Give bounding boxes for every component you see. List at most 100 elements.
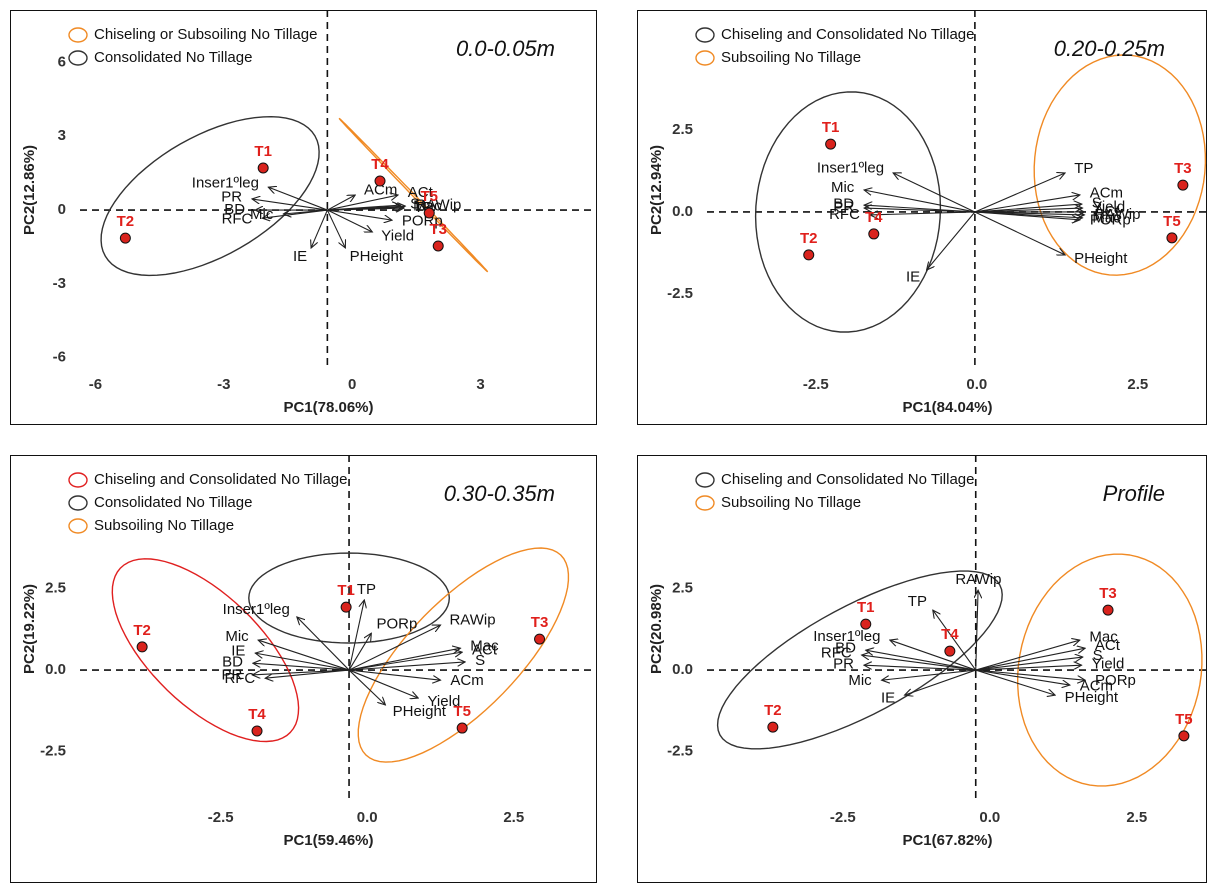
legend-swatch bbox=[68, 495, 88, 511]
legend-swatch bbox=[68, 50, 88, 66]
loading-arrow bbox=[348, 669, 385, 705]
score-point bbox=[340, 601, 352, 613]
panel-border bbox=[637, 10, 1207, 425]
loading-label: IE bbox=[231, 642, 245, 659]
legend-label: Chiseling and Consolidated No Tillage bbox=[721, 26, 975, 43]
loading-label: Yield bbox=[1092, 199, 1125, 216]
point-label: T5 bbox=[1175, 711, 1193, 728]
legend-label: Chiseling and Consolidated No Tillage bbox=[94, 471, 348, 488]
loading-label: IE bbox=[881, 689, 895, 706]
loading-arrow bbox=[311, 209, 328, 248]
loading-label: PR bbox=[833, 656, 854, 673]
loading-arrow bbox=[975, 640, 1080, 671]
y-tick-label: 2.5 bbox=[672, 121, 693, 138]
point-label: T4 bbox=[248, 706, 266, 723]
loading-arrow bbox=[253, 663, 350, 671]
loading-label: Mic bbox=[225, 628, 249, 645]
loading-label: Mac bbox=[470, 637, 499, 654]
loading-arrow bbox=[976, 590, 978, 671]
score-point bbox=[860, 618, 872, 630]
loading-label: S bbox=[475, 652, 485, 669]
loading-arrow bbox=[252, 199, 328, 211]
loading-label: S bbox=[1092, 194, 1102, 211]
loading-arrow bbox=[933, 610, 977, 671]
loading-label: RFC bbox=[829, 206, 860, 223]
loading-label: ACt bbox=[408, 184, 434, 201]
panel: -2.5 0.0 2.5 -2.5 0.0 2.5 PC1(67.82%) PC2(20.98… bbox=[637, 455, 1207, 883]
legend-label: Chiseling and Consolidated No Tillage bbox=[721, 471, 975, 488]
loading-arrow bbox=[862, 655, 976, 671]
loading-arrow bbox=[974, 195, 1080, 213]
y-tick-label: -2.5 bbox=[667, 285, 693, 302]
panel-subtitle: Profile bbox=[1103, 481, 1165, 506]
loading-arrow bbox=[927, 211, 976, 270]
point-label: T3 bbox=[1174, 160, 1192, 177]
point-label: T1 bbox=[822, 119, 840, 136]
loading-label: ACm bbox=[364, 181, 397, 198]
loading-arrow bbox=[258, 640, 350, 671]
panel-subtitle: 0.30-0.35m bbox=[444, 481, 555, 506]
loading-label: PR bbox=[833, 199, 854, 216]
loading-label: RAWip bbox=[955, 571, 1001, 588]
y-tick-label: 0.0 bbox=[672, 203, 693, 220]
loading-arrow bbox=[975, 669, 1085, 680]
loading-arrow bbox=[864, 190, 975, 213]
y-tick-label: 6 bbox=[58, 53, 66, 70]
y-tick-label: 0 bbox=[58, 201, 66, 218]
loading-arrow bbox=[974, 173, 1065, 213]
loading-arrow bbox=[327, 195, 355, 211]
loading-arrow bbox=[327, 195, 398, 211]
x-tick-label: 0 bbox=[348, 376, 356, 393]
loading-label: Mic bbox=[250, 206, 274, 223]
loading-arrow bbox=[974, 208, 1083, 213]
loading-label: ACt bbox=[472, 642, 498, 659]
loading-label: PR bbox=[221, 188, 242, 205]
loading-arrow bbox=[866, 650, 976, 671]
loading-arrow bbox=[870, 212, 975, 215]
panel-subtitle: 0.0-0.05m bbox=[456, 36, 555, 61]
loading-label: RFC bbox=[821, 645, 852, 662]
loading-arrow bbox=[348, 669, 418, 698]
loading-label: ACm bbox=[450, 672, 483, 689]
loading-label: RAWip bbox=[449, 612, 495, 629]
group-ellipse bbox=[357, 547, 570, 763]
x-tick-label: -3 bbox=[217, 376, 230, 393]
loading-label: ACt bbox=[1095, 637, 1121, 654]
score-point bbox=[136, 641, 148, 653]
loading-label: IE bbox=[293, 248, 307, 265]
group-ellipse bbox=[338, 117, 489, 273]
panel: -2.5 0.0 2.5 -2.5 0.0 2.5 PC1(59.46%) PC2(19.22… bbox=[10, 455, 597, 883]
point-label: T5 bbox=[420, 188, 438, 205]
loading-arrow bbox=[882, 669, 976, 680]
panel-border bbox=[10, 455, 597, 883]
x-axis-title: PC1(67.82%) bbox=[902, 832, 992, 849]
loading-label: PHeight bbox=[350, 248, 404, 265]
point-label: T5 bbox=[1163, 213, 1181, 230]
loading-label: Mac bbox=[1089, 628, 1118, 645]
loading-arrow bbox=[974, 204, 1082, 213]
loading-arrow bbox=[348, 633, 371, 671]
loading-label: ACt bbox=[1094, 203, 1120, 220]
legend-label: Consolidated No Tillage bbox=[94, 494, 252, 511]
loading-label: BD bbox=[833, 195, 854, 212]
loading-arrow bbox=[348, 652, 462, 671]
score-point bbox=[119, 232, 131, 244]
loading-label: IE bbox=[906, 269, 920, 286]
point-label: T5 bbox=[453, 703, 471, 720]
loading-arrow bbox=[349, 662, 465, 671]
loading-arrow bbox=[348, 600, 364, 671]
score-point bbox=[534, 633, 546, 645]
loading-label: Mac bbox=[413, 198, 442, 215]
group-ellipse bbox=[111, 558, 300, 743]
panel: -2.5 0.0 2.5 -2.5 0.0 2.5 PC1(84.04%) PC2(12.94… bbox=[637, 10, 1207, 425]
loading-label: PORp bbox=[377, 616, 418, 633]
loading-label: TP bbox=[357, 581, 376, 598]
panel-border bbox=[637, 455, 1207, 883]
loading-arrow bbox=[348, 625, 440, 671]
x-tick-label: -2.5 bbox=[208, 809, 234, 826]
loading-label: BD bbox=[224, 201, 245, 218]
group-ellipse bbox=[248, 552, 451, 644]
loading-arrow bbox=[327, 209, 372, 232]
loading-label: Inser1ºleg bbox=[813, 628, 880, 645]
